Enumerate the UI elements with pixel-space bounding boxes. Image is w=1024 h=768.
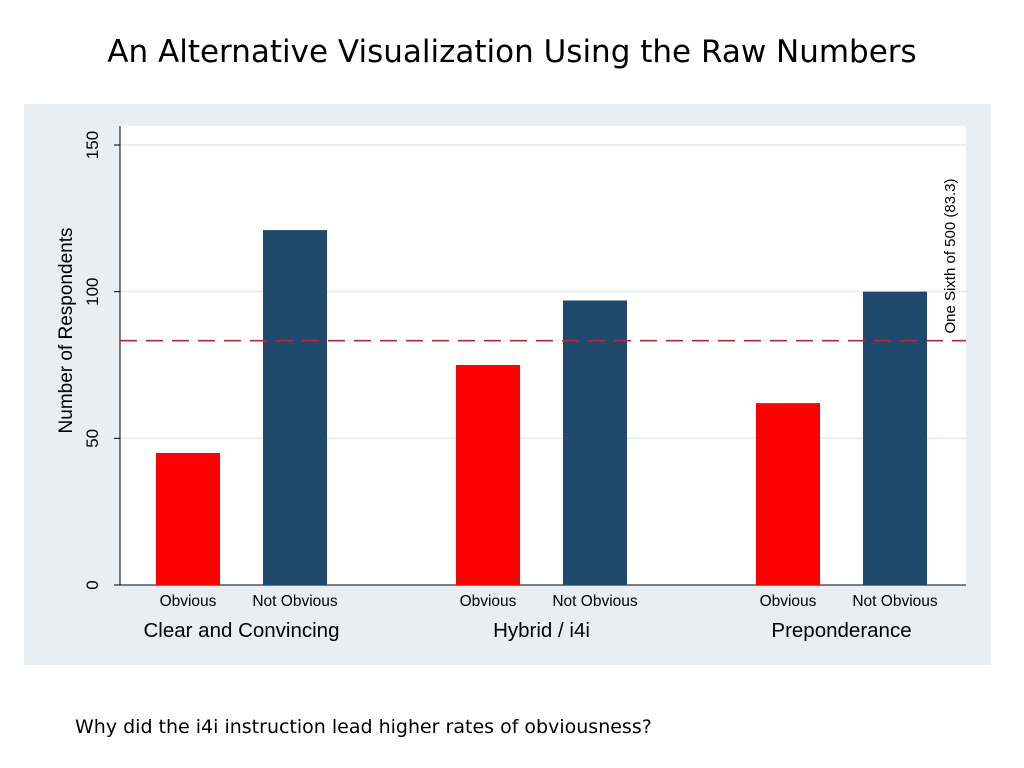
bar-chart: 0 50 100 150 Number of Respondents Obvious Not…: [56, 126, 966, 642]
chart-frame: 0 50 100 150 Number of Respondents Obvious Not…: [24, 104, 991, 665]
group-label: Clear and Convincing: [143, 619, 339, 642]
bar-not-obvious-group-1: [263, 230, 327, 586]
plot-area: [120, 126, 966, 585]
bar-obvious-group-1: [156, 453, 220, 585]
bar-obvious-group-2: [456, 365, 520, 585]
bar-category-label: Not Obvious: [552, 593, 638, 610]
y-axis-label: Number of Respondents: [56, 228, 77, 434]
y-tick-label: 50: [83, 429, 102, 448]
bar-not-obvious-group-2: [563, 300, 627, 585]
group-label: Hybrid / i4i: [493, 619, 590, 642]
reference-line-label: One Sixth of 500 (83.3): [942, 178, 959, 333]
group-label: Preponderance: [771, 619, 911, 642]
bar-category-label: Not Obvious: [852, 593, 938, 610]
bar-not-obvious-group-3: [863, 291, 927, 585]
y-tick-label: 150: [83, 131, 102, 159]
bar-category-label: Not Obvious: [252, 593, 338, 610]
bar-obvious-group-3: [756, 403, 820, 585]
bar-category-label: Obvious: [160, 593, 217, 610]
slide-title: An Alternative Visualization Using the R…: [107, 34, 917, 70]
slide-footnote: Why did the i4i instruction lead higher …: [75, 716, 652, 738]
bar-category-label: Obvious: [760, 593, 817, 610]
y-tick-label: 100: [83, 277, 102, 305]
bar-category-label: Obvious: [460, 593, 517, 610]
y-tick-label: 0: [83, 580, 102, 589]
